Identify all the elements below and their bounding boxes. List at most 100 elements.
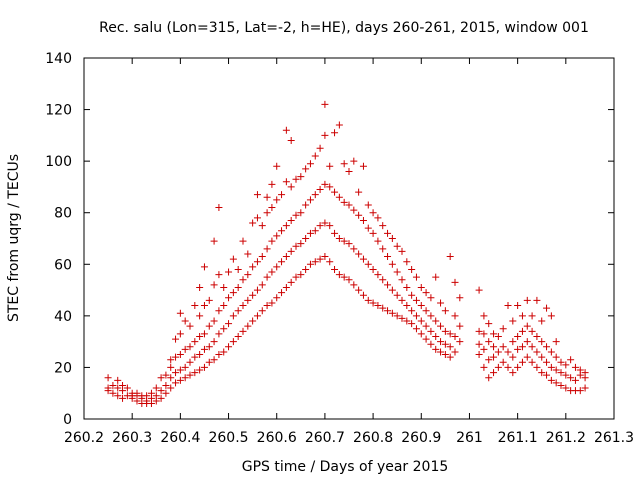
- data-point: [403, 283, 411, 291]
- data-point: [229, 338, 237, 346]
- y-tick-label: 120: [45, 103, 72, 119]
- data-point: [176, 330, 184, 338]
- data-point: [210, 356, 218, 364]
- data-point: [393, 242, 401, 250]
- data-point: [509, 353, 517, 361]
- data-point: [215, 307, 223, 315]
- data-point: [114, 392, 122, 400]
- data-point: [282, 178, 290, 186]
- data-point: [490, 353, 498, 361]
- data-point: [456, 338, 464, 346]
- data-point: [552, 366, 560, 374]
- data-point: [273, 196, 281, 204]
- data-point: [379, 276, 387, 284]
- data-point: [514, 302, 522, 310]
- data-point: [220, 325, 228, 333]
- y-tick-label: 100: [45, 154, 72, 170]
- data-point: [398, 247, 406, 255]
- data-point: [456, 322, 464, 330]
- data-point: [547, 363, 555, 371]
- data-point: [345, 276, 353, 284]
- data-point: [422, 289, 430, 297]
- data-point: [297, 271, 305, 279]
- data-point: [432, 317, 440, 325]
- x-tick-label: 260.8: [353, 430, 393, 446]
- data-point: [567, 374, 575, 382]
- data-point: [432, 345, 440, 353]
- data-point: [528, 312, 536, 320]
- y-tick-label: 140: [45, 51, 72, 67]
- data-point: [220, 283, 228, 291]
- data-point: [287, 278, 295, 286]
- data-point: [297, 240, 305, 248]
- data-point: [326, 258, 334, 266]
- data-point: [278, 258, 286, 266]
- data-point: [205, 296, 213, 304]
- chart-title: Rec. salu (Lon=315, Lat=-2, h=HE), days …: [99, 20, 589, 36]
- data-point: [408, 265, 416, 273]
- data-point: [514, 345, 522, 353]
- data-point: [335, 235, 343, 242]
- data-point: [273, 232, 281, 240]
- data-point: [547, 376, 555, 384]
- data-point: [234, 265, 242, 273]
- data-point: [533, 363, 541, 371]
- data-point: [432, 273, 440, 281]
- data-point: [191, 338, 199, 346]
- data-point: [210, 317, 218, 325]
- data-point: [499, 358, 507, 366]
- data-point: [552, 379, 560, 387]
- data-point: [403, 258, 411, 266]
- data-point: [278, 227, 286, 235]
- data-point: [167, 374, 175, 382]
- data-point: [350, 245, 358, 253]
- data-point: [441, 340, 449, 348]
- data-point: [311, 258, 319, 266]
- data-point: [475, 286, 483, 294]
- data-point: [162, 389, 170, 397]
- data-point: [331, 229, 339, 237]
- data-point: [441, 327, 449, 335]
- data-point: [417, 330, 425, 338]
- y-tick-label: 60: [54, 257, 72, 273]
- data-point: [191, 369, 199, 377]
- data-point: [210, 237, 218, 245]
- data-point: [523, 296, 531, 304]
- data-point: [412, 312, 420, 320]
- data-point: [249, 291, 257, 299]
- data-point: [427, 340, 435, 348]
- data-point: [557, 369, 565, 377]
- data-point: [157, 387, 165, 395]
- data-point: [292, 273, 300, 281]
- data-point: [306, 260, 314, 268]
- data-point: [364, 260, 372, 268]
- x-tick-label: 260.3: [112, 430, 152, 446]
- data-point: [147, 389, 155, 397]
- data-point: [253, 312, 261, 320]
- data-point: [417, 302, 425, 310]
- data-point: [355, 286, 363, 294]
- data-point: [364, 201, 372, 209]
- y-axis-label: STEC from uqrg / TECUs: [6, 154, 22, 322]
- data-point: [384, 307, 392, 315]
- data-point: [321, 180, 329, 188]
- data-point: [225, 320, 233, 328]
- data-point: [490, 330, 498, 338]
- data-point: [302, 165, 310, 173]
- data-point: [432, 332, 440, 340]
- data-point: [196, 312, 204, 320]
- data-point: [374, 302, 382, 310]
- data-point: [417, 283, 425, 291]
- data-point: [196, 332, 204, 340]
- data-point: [244, 271, 252, 279]
- data-point: [571, 376, 579, 384]
- data-point: [186, 322, 194, 330]
- data-point: [191, 302, 199, 310]
- data-point: [543, 343, 551, 351]
- data-point: [258, 281, 266, 289]
- data-point: [533, 296, 541, 304]
- data-point: [538, 317, 546, 325]
- data-point: [263, 193, 271, 201]
- data-point: [359, 162, 367, 170]
- data-point: [263, 245, 271, 253]
